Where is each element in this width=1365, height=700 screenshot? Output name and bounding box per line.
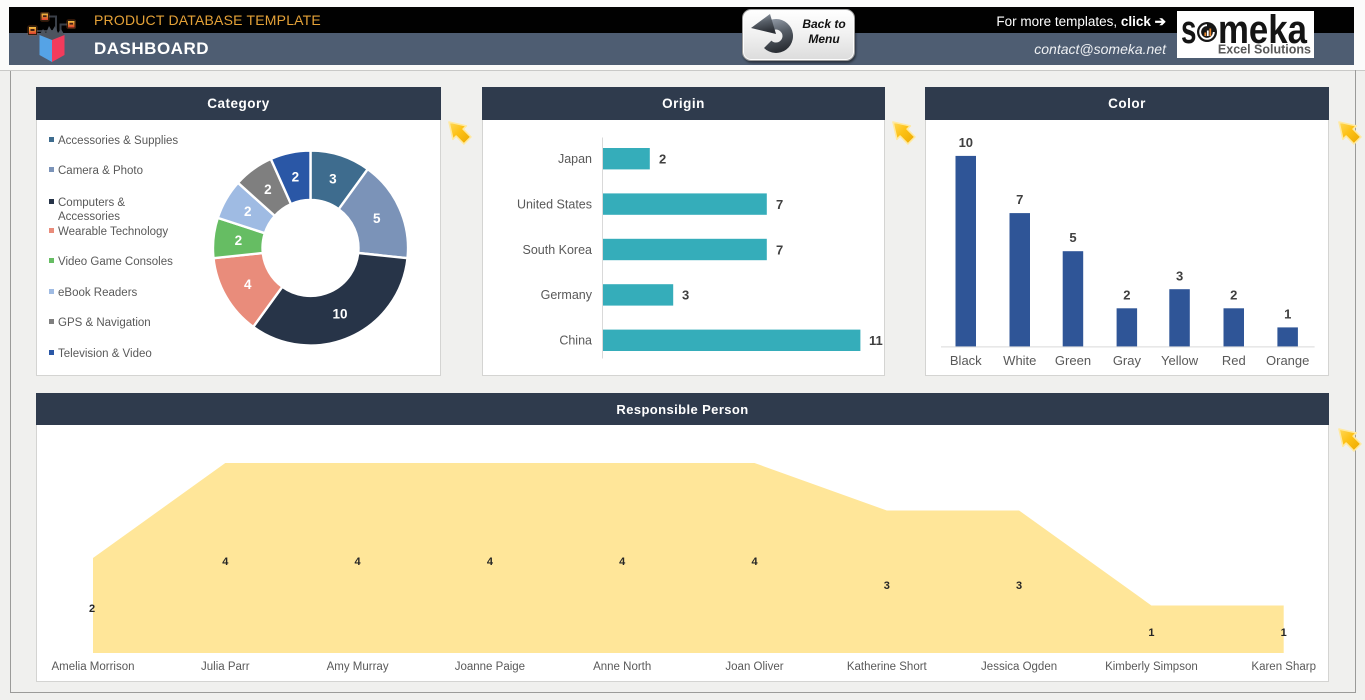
svg-text:2: 2 (1123, 288, 1130, 303)
svg-text:Yellow: Yellow (1161, 353, 1199, 368)
svg-text:Katherine Short: Katherine Short (847, 661, 928, 673)
svg-text:4: 4 (244, 277, 252, 292)
svg-text:South Korea: South Korea (523, 243, 593, 257)
svg-text:2: 2 (292, 170, 300, 185)
svg-text:2: 2 (235, 233, 243, 248)
svg-text:United States: United States (517, 197, 592, 211)
svg-text:Joan Oliver: Joan Oliver (725, 661, 783, 673)
svg-text:3: 3 (1016, 580, 1022, 592)
svg-text:1: 1 (1281, 627, 1287, 639)
svg-text:3: 3 (682, 288, 689, 303)
svg-text:White: White (1003, 353, 1036, 368)
svg-text:Orange: Orange (1266, 353, 1309, 368)
svg-text:2: 2 (244, 204, 252, 219)
svg-text:10: 10 (959, 135, 973, 150)
svg-text:Joanne Paige: Joanne Paige (455, 661, 525, 673)
svg-text:3: 3 (1176, 269, 1183, 284)
svg-text:5: 5 (1069, 230, 1076, 245)
svg-text:3: 3 (329, 172, 337, 187)
svg-text:China: China (559, 334, 592, 348)
svg-text:Jessica Ogden: Jessica Ogden (981, 661, 1057, 673)
svg-text:7: 7 (776, 242, 783, 257)
svg-text:Julia Parr: Julia Parr (201, 661, 250, 673)
svg-text:10: 10 (332, 307, 347, 322)
svg-text:4: 4 (222, 556, 229, 568)
svg-text:7: 7 (1016, 192, 1023, 207)
svg-text:Japan: Japan (558, 152, 592, 166)
svg-text:11: 11 (869, 333, 883, 348)
svg-text:1: 1 (1284, 307, 1291, 322)
svg-text:s: s (1181, 11, 1196, 52)
svg-text:4: 4 (751, 556, 758, 568)
svg-text:Kimberly Simpson: Kimberly Simpson (1105, 661, 1198, 673)
svg-text:Germany: Germany (541, 288, 593, 302)
svg-text:4: 4 (355, 556, 362, 568)
svg-text:Red: Red (1222, 353, 1246, 368)
svg-text:Anne North: Anne North (593, 661, 651, 673)
svg-text:Amelia Morrison: Amelia Morrison (51, 661, 134, 673)
svg-text:2: 2 (264, 182, 272, 197)
svg-text:Green: Green (1055, 353, 1091, 368)
svg-text:Excel Solutions: Excel Solutions (1218, 43, 1311, 57)
svg-text:Amy Murray: Amy Murray (327, 661, 389, 673)
svg-text:Karen Sharp: Karen Sharp (1251, 661, 1316, 673)
svg-text:2: 2 (89, 603, 95, 615)
svg-text:3: 3 (884, 580, 890, 592)
svg-text:5: 5 (373, 211, 381, 226)
svg-text:1: 1 (1148, 627, 1154, 639)
svg-text:4: 4 (619, 556, 626, 568)
svg-text:2: 2 (1230, 288, 1237, 303)
svg-text:4: 4 (487, 556, 494, 568)
svg-text:Black: Black (950, 353, 982, 368)
svg-text:Gray: Gray (1113, 353, 1142, 368)
svg-text:7: 7 (776, 197, 783, 212)
svg-text:2: 2 (659, 152, 666, 167)
svg-text:meka: meka (1218, 11, 1308, 52)
